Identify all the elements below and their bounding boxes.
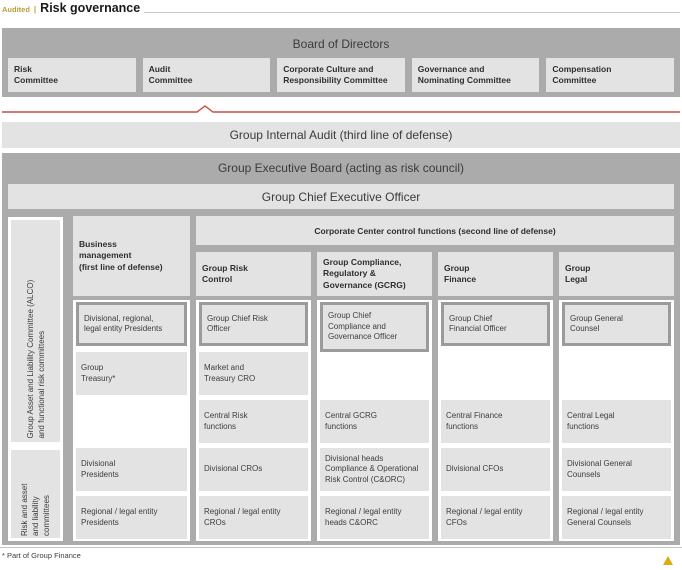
audited-badge: Audited — [2, 5, 30, 14]
sidebar-alco-label: Group Asset and Liability Committee (ALC… — [25, 279, 46, 439]
executive-board-title: Group Executive Board (acting as risk co… — [217, 161, 465, 175]
cell-regional-cros: Regional / legal entity CROs — [199, 496, 308, 539]
ceo-banner: Group Chief Executive Officer — [8, 184, 674, 209]
sidebar-risk-alm-label: Risk and asset and liability committees — [19, 483, 52, 536]
column-business-management: Divisional, regional, legal entity Presi… — [73, 300, 190, 541]
cell-divisional-general-counsels: Divisional General Counsels — [562, 448, 671, 491]
committee-governance-nominating: Governance and Nominating Committee — [411, 58, 540, 92]
board-committees-row: Risk Committee Audit Committee Corporate… — [8, 58, 674, 92]
audit-pointer-line — [2, 105, 680, 113]
column-header-group-finance: Group Finance — [438, 252, 553, 296]
footer-rule — [0, 547, 682, 548]
column-header-business-management: Business management (first line of defen… — [73, 216, 190, 296]
column-header-group-risk-control: Group Risk Control — [196, 252, 311, 296]
page-corner-triangle-icon — [663, 556, 673, 565]
cell-central-finance-functions: Central Finance functions — [441, 400, 550, 443]
cell-central-legal-functions: Central Legal functions — [562, 400, 671, 443]
cell-regional-heads-corc: Regional / legal entity heads C&ORC — [320, 496, 429, 539]
sidebar-risk-alm-box: Risk and asset and liability committees — [11, 450, 60, 538]
chief-box-group-chief-risk-officer: Group Chief Risk Officer — [199, 302, 308, 346]
column-gcrg: Group Chief Compliance and Governance Of… — [317, 300, 432, 541]
sidebar-column: Group Asset and Liability Committee (ALC… — [8, 217, 63, 541]
page-header: Audited | Risk governance — [2, 1, 680, 16]
footnote: * Part of Group Finance — [2, 551, 81, 560]
column-group-legal: Group General Counsel Central Legal func… — [559, 300, 674, 541]
chief-box-business-management: Divisional, regional, legal entity Presi… — [76, 302, 187, 346]
cell-regional-general-counsels: Regional / legal entity General Counsels — [562, 496, 671, 539]
header-rule — [144, 12, 680, 13]
page-title: Risk governance — [40, 1, 141, 15]
cell-central-gcrg-functions: Central GCRG functions — [320, 400, 429, 443]
cell-divisional-cros: Divisional CROs — [199, 448, 308, 491]
chief-box-group-chief-compliance-officer: Group Chief Compliance and Governance Of… — [320, 302, 429, 352]
corporate-center-banner: Corporate Center control functions (seco… — [196, 216, 674, 245]
column-group-finance: Group Chief Financial Officer Central Fi… — [438, 300, 553, 541]
committee-corporate-culture: Corporate Culture and Responsibility Com… — [277, 58, 405, 92]
chief-box-group-general-counsel: Group General Counsel — [562, 302, 671, 346]
column-header-group-legal: Group Legal — [559, 252, 674, 296]
board-of-directors-section: Board of Directors Risk Committee Audit … — [2, 28, 680, 97]
column-group-risk-control: Group Chief Risk Officer Market and Trea… — [196, 300, 311, 541]
committee-audit: Audit Committee — [142, 58, 271, 92]
cell-divisional-heads-corc: Divisional heads Compliance & Operationa… — [320, 448, 429, 491]
cell-market-treasury-cro: Market and Treasury CRO — [199, 352, 308, 395]
cell-regional-presidents: Regional / legal entity Presidents — [76, 496, 187, 539]
chief-box-group-chief-financial-officer: Group Chief Financial Officer — [441, 302, 550, 346]
column-header-gcrg: Group Compliance, Regulatory & Governanc… — [317, 252, 432, 296]
executive-board-section: Group Executive Board (acting as risk co… — [2, 153, 680, 545]
cell-regional-cfos: Regional / legal entity CFOs — [441, 496, 550, 539]
board-title: Board of Directors — [292, 37, 390, 51]
committee-risk: Risk Committee — [8, 58, 136, 92]
committee-compensation: Compensation Committee — [546, 58, 674, 92]
cell-central-risk-functions: Central Risk functions — [199, 400, 308, 443]
cell-divisional-presidents: Divisional Presidents — [76, 448, 187, 491]
internal-audit-banner: Group Internal Audit (third line of defe… — [2, 122, 680, 148]
sidebar-alco-box: Group Asset and Liability Committee (ALC… — [11, 220, 60, 442]
header-separator: | — [33, 5, 37, 14]
cell-group-treasury: Group Treasury* — [76, 352, 187, 395]
cell-divisional-cfos: Divisional CFOs — [441, 448, 550, 491]
